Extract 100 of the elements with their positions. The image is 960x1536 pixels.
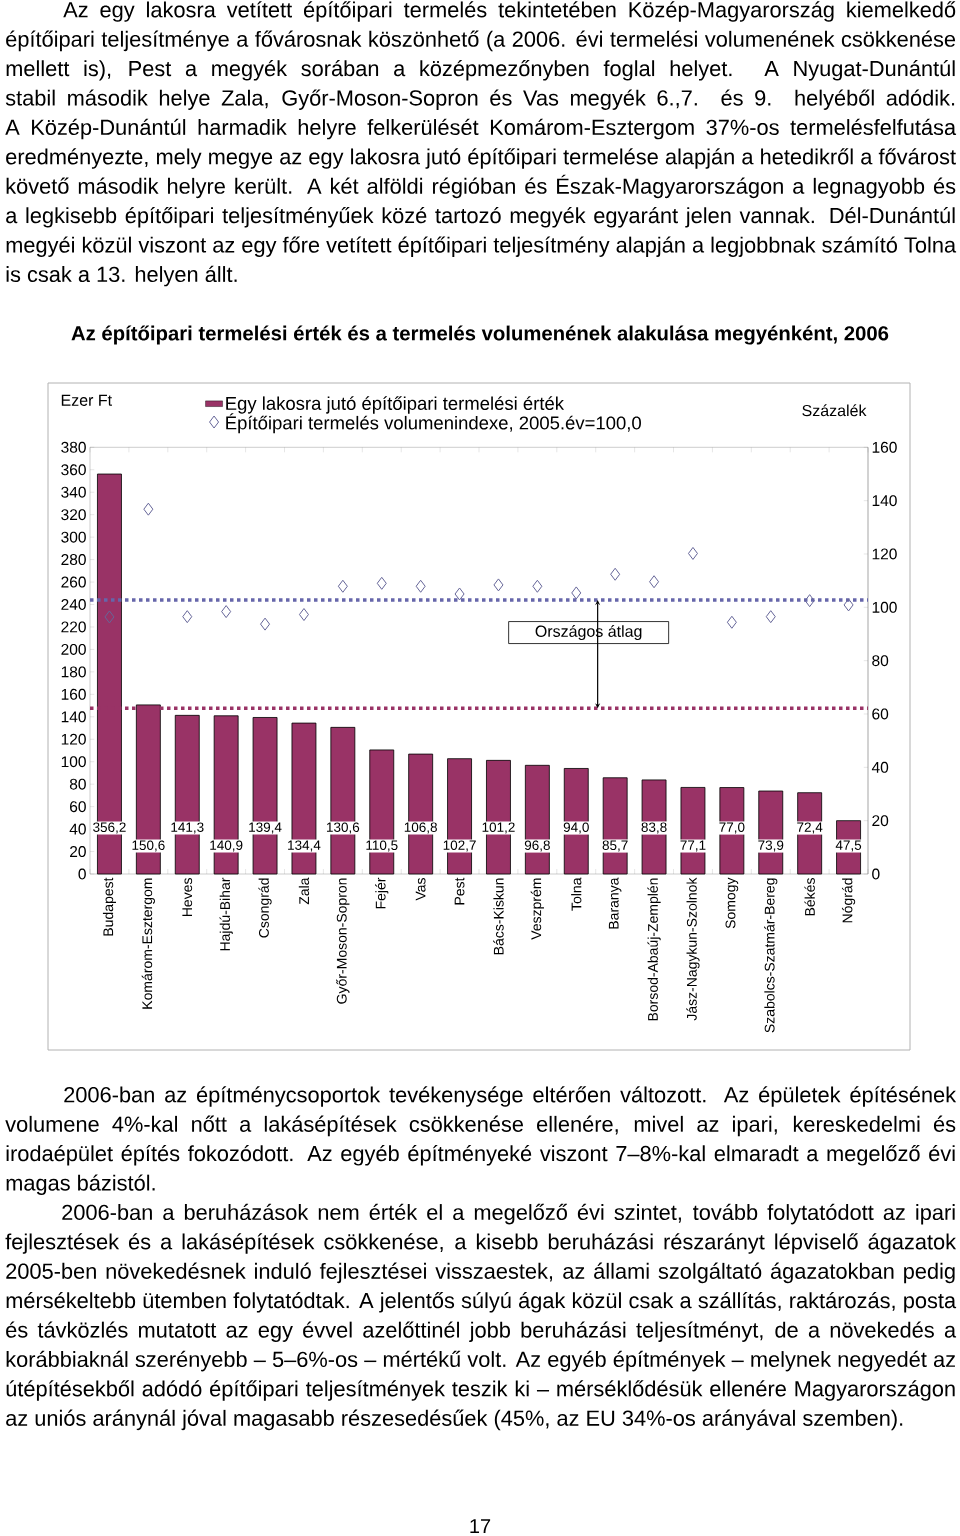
text: Az egy lakosra vetített építőipari termelés tekintetében Közép-Magyarország kiemelkedő építőipari teljesítménye a fővárosnak köszönhető (a 2006. évi termelési volumenének csökkenése mellett is), Pest a megyék sorában a középmezőnyben foglal helyet. A Nyugat-Dunántúl stabil második helye Zala, Győr-Moson-Sopron és Vas megyék 6.,7. és 9. helyéből adódik. A Közép-Dunántúl harmadik helyre felkerülését Komárom-Esztergom 37%-os termelésfelfutása eredményezte, mely megye az egy lakosra jutó építőipari termelése alapján a hetedikről a fővárost követő második helyre került. A két alföldi régióban és Észak-Magyarországon a legnagyobb és a legkisebb építőipari teljesítményűek közé tartozó megyék egyaránt jelen vannak. Dél-Dunántúl megyéi közül viszont az egy főre vetített építőipari teljesítmény alapján a legjobbnak számító Tolna is csak a 13. helyen állt. (5, 1, 957, 287)
x-tick-label: Győr-Moson-Sopron (336, 878, 350, 1004)
point (765, 610, 776, 624)
data-label: 73,9 (758, 840, 784, 852)
x-tick-label: Csongrád (258, 878, 272, 938)
y-tick-label: 120 (61, 733, 86, 745)
x-tick-label: Borsod-Abaúj-Zemplén (647, 878, 661, 1021)
data-label: 140,9 (210, 840, 243, 852)
data-label: 72,4 (797, 822, 823, 834)
data-label: 106,8 (404, 822, 437, 834)
x-tick-label: Szabolcs-Szatmár-Bereg (764, 878, 778, 1033)
point (804, 594, 815, 608)
y2-tick-label: 40 (871, 761, 889, 773)
y2-tick-label: 160 (872, 441, 897, 453)
point (726, 615, 737, 629)
x-tick-label: Baranya (608, 877, 622, 929)
text: 2006-ban a beruházások nem érték el a megelőző évi szintet, tovább folytatódott az ipari fejlesztések és a lakásépítések csökkenése, a kisebb beruházási részarányt lépviselő ágazatok 2005-ben növekedésnek induló fejlesztései visszaestek, az állami szolgáltató ágazatokban pedig mérsékeltebb ütemben folytatódtak. A jelentős súlyú ágak közül csak a szállítás, raktározás, posta és távközlés mutatott az egy évvel azelőttinél jobb beruházási teljesítményt, de a növekedés a korábbiaknál szerényebb – 5–6%-os – mértékű volt. Az egyéb építmények – melynek negyedét az útépítésekből adódó építőipari teljesítmények teszik ki – mérséklődésük ellenére Magyarországon az uniós aránynál jóval magasabb részesedésűek (45%, az EU 34%-os arányával szemben). (5, 1203, 957, 1431)
legend-label: Építőipari termelés volumenindexe, 2005.év=100,0 (226, 413, 641, 434)
x-tick-label: Somogy (725, 877, 739, 929)
data-label: 101,2 (482, 822, 515, 834)
x-tick-label: Zala (298, 877, 310, 905)
point (532, 579, 543, 593)
y-tick-label: 60 (70, 801, 86, 813)
y-tick-label: 200 (61, 643, 86, 655)
y-tick-label: 380 (61, 441, 86, 453)
y-tick-label: 40 (69, 823, 86, 835)
x-tick-label: Békés (804, 878, 815, 916)
data-label: 110,5 (366, 840, 398, 852)
data-label: 134,4 (288, 840, 321, 852)
x-tick-label: Bács-Kiskun (493, 878, 504, 955)
text: 17 (470, 1519, 491, 1533)
y-tick-label: 280 (61, 554, 86, 566)
y2-tick-label: 0 (872, 868, 880, 880)
x-tick-label: Komárom-Esztergom (141, 878, 155, 1009)
bar (641, 779, 667, 875)
data-label: 96,8 (524, 840, 550, 852)
data-label: 130,6 (326, 822, 360, 834)
point (104, 610, 115, 624)
y2-tick-label: 120 (872, 548, 897, 560)
x-tick-label: Budapest (102, 877, 116, 936)
y-tick-label: 160 (61, 688, 86, 700)
x-tick-label: Pest (454, 877, 465, 905)
y-tick-label: 260 (61, 576, 86, 588)
y2-tick-label: 80 (872, 655, 889, 667)
y-tick-label: 180 (61, 666, 86, 678)
data-label: 102,7 (443, 840, 476, 852)
y-tick-label: 220 (61, 621, 86, 633)
point (182, 610, 193, 624)
y-axis-title: Ezer Ft (61, 394, 112, 406)
point (337, 579, 348, 593)
data-label: 150,6 (132, 840, 165, 852)
x-tick-label: Jász-Nagykun-Szolnok (686, 877, 700, 1021)
y-tick-label: 240 (61, 599, 86, 611)
y-tick-label: 300 (61, 531, 86, 543)
y-tick-label: 340 (61, 486, 86, 498)
point (298, 608, 309, 622)
y-tick-label: 320 (61, 509, 86, 521)
point (376, 576, 387, 590)
y-tick-label: 80 (69, 778, 86, 790)
data-label: 139,4 (249, 822, 282, 834)
point (687, 546, 698, 560)
y2-tick-label: 140 (872, 495, 897, 507)
point (415, 579, 426, 593)
point (143, 502, 154, 516)
x-tick-label: Veszprém (530, 878, 544, 940)
chart-title: Az építőipari termelési érték és a termelés volumenének alakulása megyénként, 2006 (71, 325, 889, 345)
data-label: 94,0 (563, 822, 589, 834)
point (260, 617, 271, 631)
x-tick-label: Fejér (375, 877, 389, 909)
data-label: 47,5 (835, 840, 862, 852)
bar (680, 787, 706, 875)
data-label: 141,3 (171, 822, 204, 834)
y2-tick-label: 100 (872, 601, 897, 613)
point (493, 578, 504, 592)
data-label: 77,1 (680, 840, 706, 852)
x-tick-label: Heves (182, 878, 193, 917)
y2-axis-title: Százalék (802, 404, 867, 417)
point (843, 598, 854, 612)
y2-tick-label: 20 (872, 815, 889, 827)
x-tick-label: Hajdú-Bihar (219, 877, 233, 951)
data-label: 356,2 (93, 822, 126, 834)
text: 2006-ban az építménycsoportok tevékenysége eltérően változott. Az épületek építésének volumene 4%-kal nőtt a lakásépítések csökkenése ellenére, mivel az ipari, kereskedelmi és irodaépület építés fokozódott. Az egyéb építményeké viszont 7–8%-kal elmaradt a megelőző évi magas bázistól. (5, 1086, 957, 1195)
data-label: 85,7 (602, 840, 628, 852)
x-tick-label: Tolna (571, 877, 582, 911)
x-tick-label: Vas (415, 878, 426, 901)
point (649, 575, 660, 589)
point (221, 605, 232, 619)
point (571, 586, 582, 600)
data-label: 77,0 (719, 822, 745, 834)
x-tick-label: Nógrád (841, 878, 856, 923)
y-tick-label: 100 (61, 756, 86, 768)
point (454, 587, 465, 601)
point (610, 567, 621, 581)
y-tick-label: 140 (61, 711, 86, 723)
y-tick-label: 20 (70, 846, 86, 858)
y-tick-label: 0 (78, 868, 86, 880)
y2-tick-label: 60 (872, 708, 889, 720)
data-label: 83,8 (641, 822, 667, 834)
y-tick-label: 360 (61, 464, 86, 476)
legend-label: Egy lakosra jutó építőipari termelési érték (226, 396, 565, 414)
